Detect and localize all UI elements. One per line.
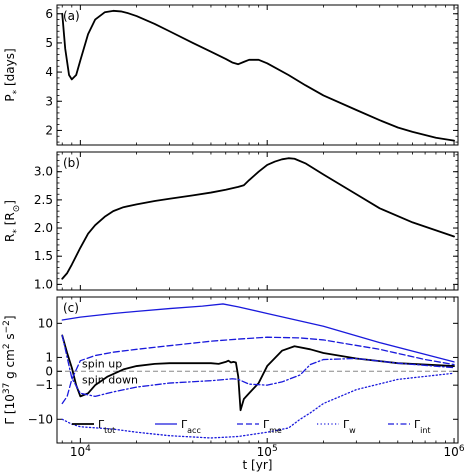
svg-text:P* [days]: P* [days] (3, 48, 22, 101)
panel-a-ytick-label: 2 (45, 123, 53, 137)
spin-up-annotation: spin up (82, 357, 122, 370)
panel-b-label: (b) (63, 156, 80, 170)
panel-b-ylabel-close: ] (3, 200, 17, 205)
panel-c-y-axis-label: Γ [1037 g cm2 s−2] (2, 315, 17, 424)
panel-a-label: (a) (63, 9, 80, 23)
panel-a-lines (61, 9, 455, 142)
x-tick-label: 105 (257, 444, 278, 459)
panel-c-ylabel-mid: g cm (3, 349, 17, 383)
panel-a-ytick-label: 6 (45, 7, 53, 21)
panel-c-lines (61, 303, 455, 439)
panel-b-ylabel-main: R (3, 234, 17, 242)
panel-c-label: (c) (63, 301, 79, 315)
legend: Γtot Γacc Γme Γw Γint (72, 418, 431, 435)
panel-c: (c) Γ [1037 g cm2 s−2] spin up spin down… (2, 296, 465, 472)
panel-b-ytick-label: 2.0 (34, 221, 53, 235)
legend-label-w: Γw (343, 418, 356, 435)
panel-c-ylabel-mid2: s (3, 333, 17, 343)
panel-c-series-w (61, 372, 455, 439)
panel-c-ylabel-main: Γ [10 (3, 394, 17, 424)
panel-b-ticks: 1.0 1.5 2.0 2.5 3.0 (34, 152, 458, 291)
x-axis-label: t [yr] (243, 458, 273, 472)
panel-a: (a) P* [days] 2 3 4 5 6 (3, 4, 459, 146)
panel-c-ytick-label: −1 (35, 378, 53, 392)
panel-c-frame (56, 296, 459, 444)
panel-a-y-axis-label: P* [days] (3, 48, 22, 101)
panel-c-ytick-label: 1 (45, 350, 53, 364)
panel-a-ticks: 2 3 4 5 6 (45, 5, 458, 145)
panel-b-lines (61, 157, 455, 280)
panel-b-ylabel-unit-sub: ⊙ (12, 205, 22, 213)
panel-a-ylabel-sub: * (12, 89, 22, 94)
panel-a-ytick-label: 3 (45, 94, 53, 108)
panel-c-ylabel-exp2: 2 (2, 343, 12, 349)
panel-b-ytick-label: 1.5 (34, 249, 53, 263)
panel-b-frame (56, 151, 459, 291)
svg-text:R* [R⊙]: R* [R⊙] (3, 200, 22, 242)
panel-b-ytick-label: 1.0 (34, 277, 53, 291)
panel-a-ytick-label: 5 (45, 36, 53, 50)
panel-c-series-tot (61, 334, 455, 412)
panel-b-ylabel-unit: [R (3, 212, 17, 229)
panel-b-series-line (61, 157, 455, 280)
panel-c-series-me (61, 336, 455, 405)
legend-label-me: Γme (263, 418, 282, 435)
panel-a-ytick-label: 4 (45, 65, 53, 79)
svg-text:Γ [1037 g cm2 s−2]: Γ [1037 g cm2 s−2] (2, 315, 17, 424)
spin-down-annotation: spin down (82, 373, 138, 386)
panel-b-ylabel-sub: * (12, 229, 22, 234)
panel-c-ylabel-exp3: −2 (2, 320, 12, 333)
x-tick-label: 104 (70, 444, 91, 459)
panel-b: (b) R* [R⊙] 1.0 1.5 2.0 2.5 3.0 (3, 151, 459, 291)
panel-b-ytick-label: 2.5 (34, 193, 53, 207)
panel-b-ytick-label: 3.0 (34, 165, 53, 179)
legend-label-tot: Γtot (98, 418, 115, 435)
panel-c-ytick-label: 10 (38, 316, 53, 330)
panel-a-ylabel-main: P (3, 94, 17, 101)
panel-c-ytick-label: −10 (28, 412, 53, 426)
panel-c-ytick-label: 0 (45, 364, 53, 378)
panel-a-frame (56, 4, 459, 146)
legend-label-int: Γint (414, 418, 431, 435)
x-tick-label: 106 (444, 444, 465, 459)
legend-label-acc: Γacc (181, 418, 201, 435)
panel-c-ylabel-exp: 37 (2, 383, 12, 394)
panel-b-y-axis-label: R* [R⊙] (3, 200, 22, 242)
panel-c-series-acc (61, 303, 455, 363)
panel-c-series-int (61, 334, 455, 398)
panel-c-ylabel-close: ] (3, 315, 17, 320)
panel-a-series-line (61, 9, 455, 142)
panel-a-ylabel-unit: [days] (3, 48, 17, 90)
